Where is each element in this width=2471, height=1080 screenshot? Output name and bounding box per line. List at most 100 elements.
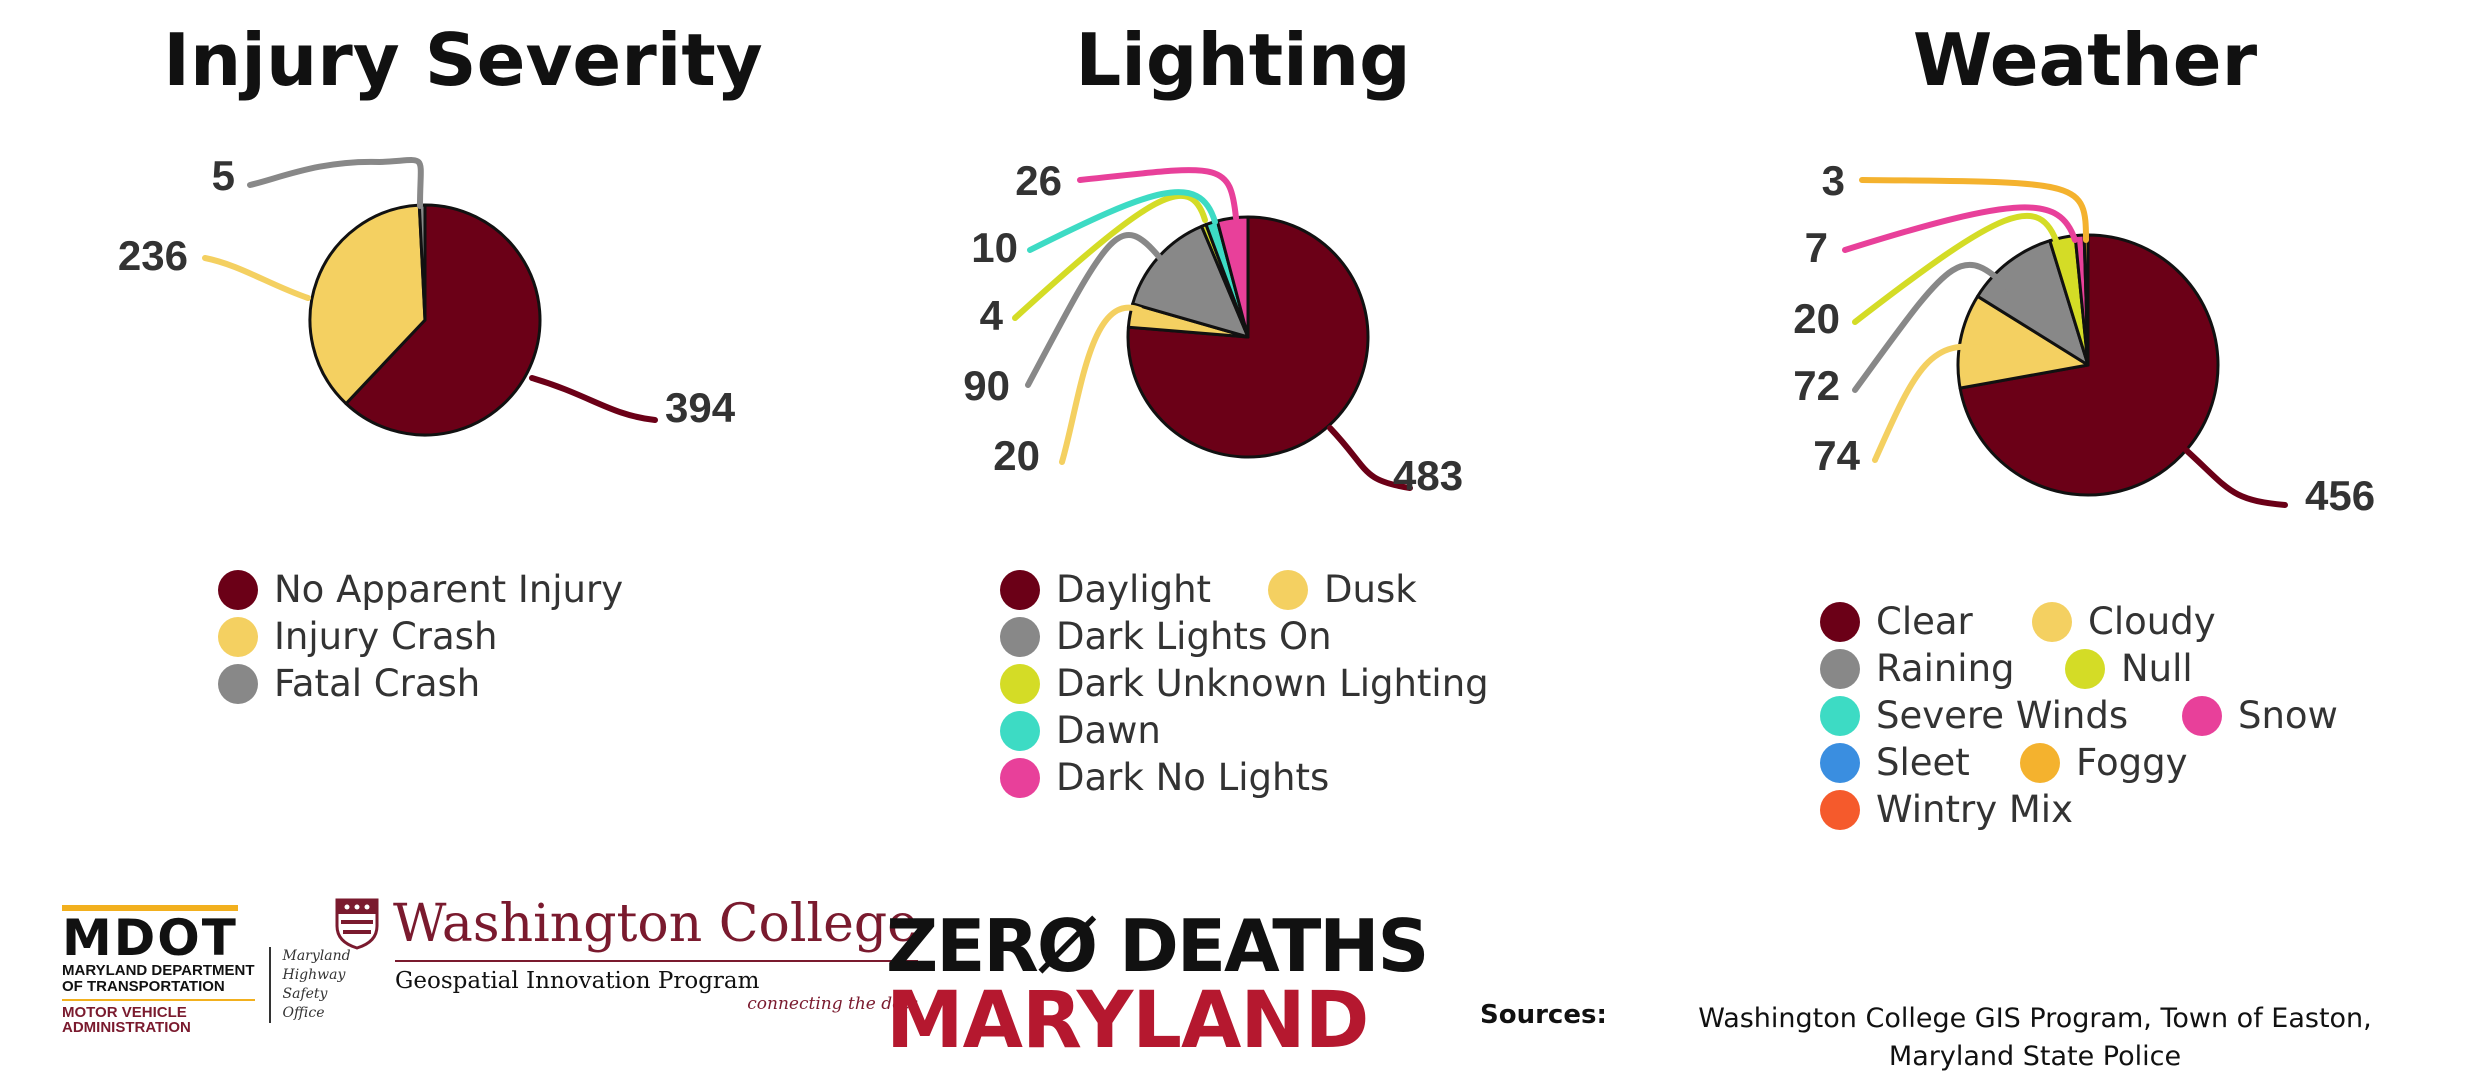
legend-swatch [1820, 742, 1860, 783]
pie-slice-injury-crash [308, 203, 427, 406]
legend-label: Sleet [1876, 741, 1970, 784]
legend-swatch [1000, 569, 1040, 610]
legend-label: Null [2121, 647, 2193, 690]
value-label-foggy: 3 [1822, 157, 1845, 204]
mhso-line4: Office [282, 1004, 325, 1021]
legend-label: No Apparent Injury [274, 568, 624, 611]
legend-item-no-apparent-injury: No Apparent Injury [218, 568, 623, 611]
mhso-text: Maryland Highway Safety Office [268, 947, 351, 1023]
legend-item-sleet: Sleet [1820, 741, 1970, 784]
legend-label: Injury Crash [274, 615, 498, 658]
legend-swatch [2065, 648, 2105, 689]
legend-label: Dark No Lights [1056, 756, 1330, 799]
value-label-injury-crash: 236 [118, 232, 188, 279]
value-label-dusk: 20 [993, 432, 1040, 479]
value-label-dawn: 10 [971, 224, 1018, 271]
legend-swatch [2182, 695, 2222, 736]
legend-swatch [218, 616, 258, 657]
value-label-dark-unknown-lighting: 4 [980, 292, 1004, 339]
washington-college-name: Washington College [393, 894, 918, 954]
legend-swatch [1820, 695, 1860, 736]
mhso-line2: Highway [282, 966, 346, 983]
leader-line-clear [2183, 447, 2288, 508]
mdot-logo: MDOT MARYLAND DEPARTMENT OF TRANSPORTATI… [62, 905, 351, 1036]
mdot-line1: MARYLAND DEPARTMENT [62, 962, 255, 979]
pie-slice-cloudy [1956, 294, 2090, 390]
legend-label: Daylight [1056, 568, 1212, 611]
leader-line-raining [1852, 261, 2013, 393]
zero-deaths-line1: ZERØ DEATHS [886, 904, 1429, 988]
value-label-raining: 72 [1793, 362, 1840, 409]
legend-swatch [1268, 569, 1308, 610]
legend-item-snow: Snow [2182, 694, 2338, 737]
legend-item-daylight: Daylight [1000, 568, 1211, 611]
zero-deaths-line2: MARYLAND [886, 976, 1369, 1066]
legend-item-clear: Clear [1820, 600, 1973, 643]
legend-label: Cloudy [2088, 600, 2216, 643]
chart-title-injury-severity: Injury Severity [163, 18, 763, 102]
value-label-fatal-crash: 5 [212, 152, 235, 199]
legend-item-cloudy: Cloudy [2032, 600, 2216, 643]
chart-title-lighting: Lighting [1075, 18, 1411, 102]
legend-item-foggy: Foggy [2020, 741, 2187, 784]
legend-label: Clear [1876, 600, 1973, 643]
shield-icon [335, 898, 379, 950]
leader-line-foggy [1859, 177, 2089, 243]
sources-line1: Washington College GIS Program, Town of … [1698, 1003, 2372, 1034]
mdot-mark: MDOT [62, 905, 238, 963]
leader-line-snow [1842, 204, 2078, 253]
pie-group-0: 394 236 5 [118, 152, 736, 437]
pie-group-2: 456 74 72 20 7 3 [1793, 157, 2375, 519]
legend-swatch [2032, 601, 2072, 642]
legend-label: Snow [2238, 694, 2338, 737]
legend-item-dark-no-lights: Dark No Lights [1000, 756, 1329, 799]
legend-item-dark-unknown-lighting: Dark Unknown Lighting [1000, 662, 1489, 705]
legend-item-null: Null [2065, 647, 2193, 690]
legend-label: Fatal Crash [274, 662, 481, 705]
legend-item-dawn: Dawn [1000, 709, 1161, 752]
leader-line-dusk [1059, 304, 1143, 465]
washington-college-tagline: connecting the dots [747, 994, 918, 1014]
pie-slice-no-apparent-injury [344, 203, 542, 437]
sources-label: Sources: [1480, 1000, 1607, 1030]
pie-group-1: 483 20 90 4 10 26 [963, 157, 1463, 499]
leader-line-dark-unknown-lighting [1012, 192, 1208, 321]
value-label-null: 20 [1793, 295, 1840, 342]
legend-item-dusk: Dusk [1268, 568, 1417, 611]
legend-item-raining: Raining [1820, 647, 2015, 690]
legend-swatch [1000, 616, 1040, 657]
legend-item-wintry-mix: Wintry Mix [1820, 788, 2073, 831]
mhso-line1: Maryland [282, 948, 351, 964]
leader-line-dark-lights-on [1025, 232, 1163, 388]
leader-line-daylight [1327, 425, 1413, 491]
mdot-line3: MOTOR VEHICLE [62, 1003, 187, 1021]
legend-swatch [1820, 648, 1860, 689]
legend-swatch [1820, 789, 1860, 830]
leader-line-cloudy [1872, 343, 1993, 463]
mhso-line3: Safety [282, 985, 328, 1002]
legend-label: Wintry Mix [1876, 788, 2073, 831]
value-label-dark-lights-on: 90 [963, 362, 1010, 409]
washington-college-program: Geospatial Innovation Program [395, 968, 760, 994]
leader-line-null [1852, 212, 2061, 325]
legend-label: Dusk [1324, 568, 1417, 611]
legend-item-severe-winds: Severe Winds [1820, 694, 2128, 737]
legend-swatch [2020, 742, 2060, 783]
legend-label: Dawn [1056, 709, 1161, 752]
washington-college-logo: Washington College Geospatial Innovation… [335, 898, 918, 1014]
value-label-cloudy: 74 [1813, 432, 1860, 479]
pie-slice-raining [1976, 239, 2090, 367]
legend-swatch [1000, 663, 1040, 704]
legend-swatch [1000, 757, 1040, 798]
legend-item-dark-lights-on: Dark Lights On [1000, 615, 1332, 658]
legend-swatch [218, 569, 258, 610]
mdot-line4: ADMINISTRATION [62, 1019, 191, 1037]
legend-swatch [218, 663, 258, 704]
leader-line-injury-crash [202, 255, 311, 301]
leader-line-dawn [1027, 189, 1218, 253]
value-label-dark-no-lights: 26 [1015, 157, 1062, 204]
legend-label: Dark Lights On [1056, 615, 1332, 658]
legend-item-fatal-crash: Fatal Crash [218, 662, 480, 705]
legend-item-injury-crash: Injury Crash [218, 615, 497, 658]
